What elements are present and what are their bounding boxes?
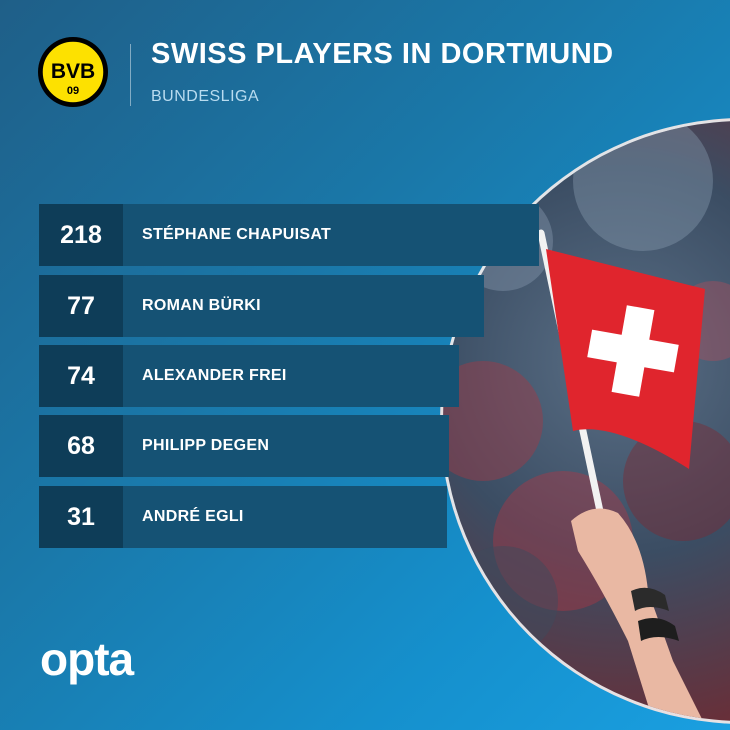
- swiss-flag-photo: [440, 118, 730, 724]
- player-value: 74: [39, 345, 123, 407]
- player-value: 218: [39, 204, 123, 266]
- table-row: 68 PHILIPP DEGEN: [39, 415, 449, 477]
- player-name: PHILIPP DEGEN: [142, 437, 270, 454]
- table-row: 74 ALEXANDER FREI: [39, 345, 459, 407]
- table-row: 218 STÉPHANE CHAPUISAT: [39, 204, 539, 266]
- header-divider: [130, 44, 131, 106]
- player-value: 31: [39, 486, 123, 548]
- table-row: 77 ROMAN BÜRKI: [39, 275, 484, 337]
- player-value: 68: [39, 415, 123, 477]
- player-value: 77: [39, 275, 123, 337]
- logo-number: 09: [67, 85, 79, 97]
- logo-letters: BVB: [51, 60, 95, 83]
- bvb-logo: BVB 09: [37, 36, 109, 108]
- player-name: ROMAN BÜRKI: [142, 297, 261, 314]
- page-title: SWISS PLAYERS IN DORTMUND: [151, 38, 614, 70]
- player-name: STÉPHANE CHAPUISAT: [142, 226, 332, 243]
- opta-logo: opta: [40, 633, 134, 685]
- player-name: ANDRÉ EGLI: [142, 508, 244, 525]
- player-name: ALEXANDER FREI: [142, 367, 287, 384]
- table-row: 31 ANDRÉ EGLI: [39, 486, 447, 548]
- page-subtitle: BUNDESLIGA: [151, 88, 260, 105]
